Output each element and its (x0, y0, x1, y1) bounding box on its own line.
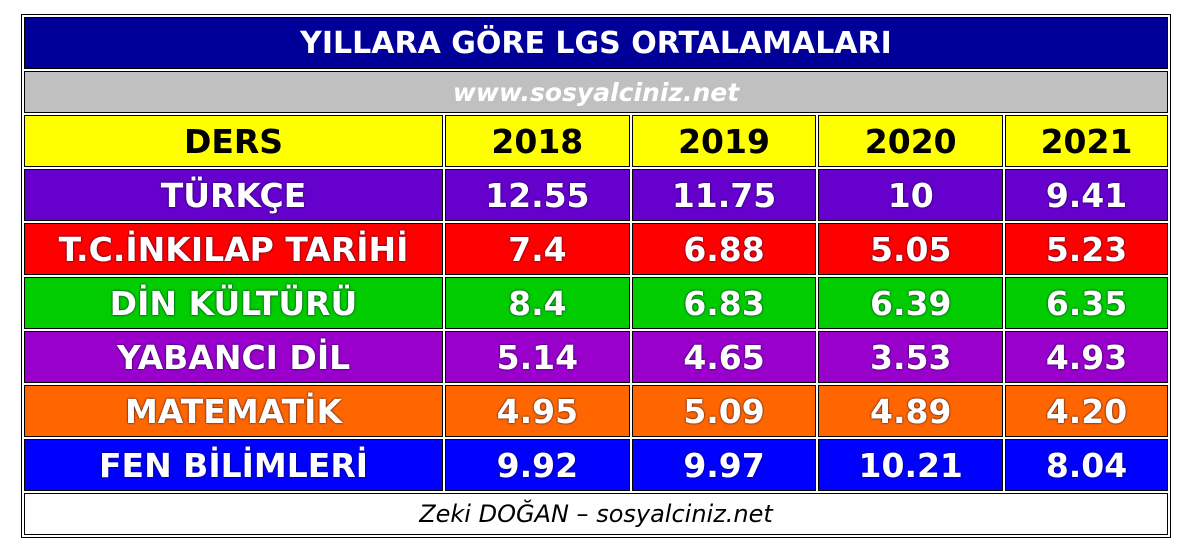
value-cell: 9.92 (445, 439, 630, 491)
table-row: TÜRKÇE 12.55 11.75 10 9.41 (24, 169, 1168, 221)
table-row: T.C.İNKILAP TARİHİ 7.4 6.88 5.05 5.23 (24, 223, 1168, 275)
value-cell: 9.41 (1005, 169, 1168, 221)
value-cell: 11.75 (631, 169, 817, 221)
header-row: DERS 2018 2019 2020 2021 (24, 115, 1168, 167)
value-cell: 10 (818, 169, 1004, 221)
table-row: MATEMATİK 4.95 5.09 4.89 4.20 (24, 385, 1168, 437)
header-ders: DERS (24, 115, 443, 167)
value-cell: 8.4 (445, 277, 630, 329)
value-cell: 4.93 (1005, 331, 1168, 383)
header-2018: 2018 (445, 115, 630, 167)
value-cell: 6.39 (818, 277, 1004, 329)
value-cell: 12.55 (445, 169, 630, 221)
website-label: www.sosyalciniz.net (24, 71, 1168, 113)
subject-cell: DİN KÜLTÜRÜ (24, 277, 443, 329)
subject-cell: MATEMATİK (24, 385, 443, 437)
value-cell: 8.04 (1005, 439, 1168, 491)
value-cell: 10.21 (818, 439, 1004, 491)
value-cell: 3.53 (818, 331, 1004, 383)
value-cell: 6.35 (1005, 277, 1168, 329)
subject-cell: T.C.İNKILAP TARİHİ (24, 223, 443, 275)
header-2021: 2021 (1005, 115, 1168, 167)
lgs-averages-table: YILLARA GÖRE LGS ORTALAMALARI www.sosyal… (21, 14, 1171, 538)
value-cell: 4.89 (818, 385, 1004, 437)
table-row: DİN KÜLTÜRÜ 8.4 6.83 6.39 6.35 (24, 277, 1168, 329)
value-cell: 7.4 (445, 223, 630, 275)
footer-credit: Zeki DOĞAN – sosyalciniz.net (24, 493, 1168, 535)
value-cell: 4.95 (445, 385, 630, 437)
table-row: YABANCI DİL 5.14 4.65 3.53 4.93 (24, 331, 1168, 383)
table-row: FEN BİLİMLERİ 9.92 9.97 10.21 8.04 (24, 439, 1168, 491)
value-cell: 5.05 (818, 223, 1004, 275)
table-title: YILLARA GÖRE LGS ORTALAMALARI (24, 17, 1168, 69)
subject-cell: YABANCI DİL (24, 331, 443, 383)
header-2019: 2019 (631, 115, 817, 167)
value-cell: 5.09 (631, 385, 817, 437)
value-cell: 6.83 (631, 277, 817, 329)
subject-cell: FEN BİLİMLERİ (24, 439, 443, 491)
value-cell: 4.20 (1005, 385, 1168, 437)
subject-cell: TÜRKÇE (24, 169, 443, 221)
value-cell: 6.88 (631, 223, 817, 275)
value-cell: 5.23 (1005, 223, 1168, 275)
value-cell: 5.14 (445, 331, 630, 383)
value-cell: 4.65 (631, 331, 817, 383)
header-2020: 2020 (818, 115, 1004, 167)
value-cell: 9.97 (631, 439, 817, 491)
